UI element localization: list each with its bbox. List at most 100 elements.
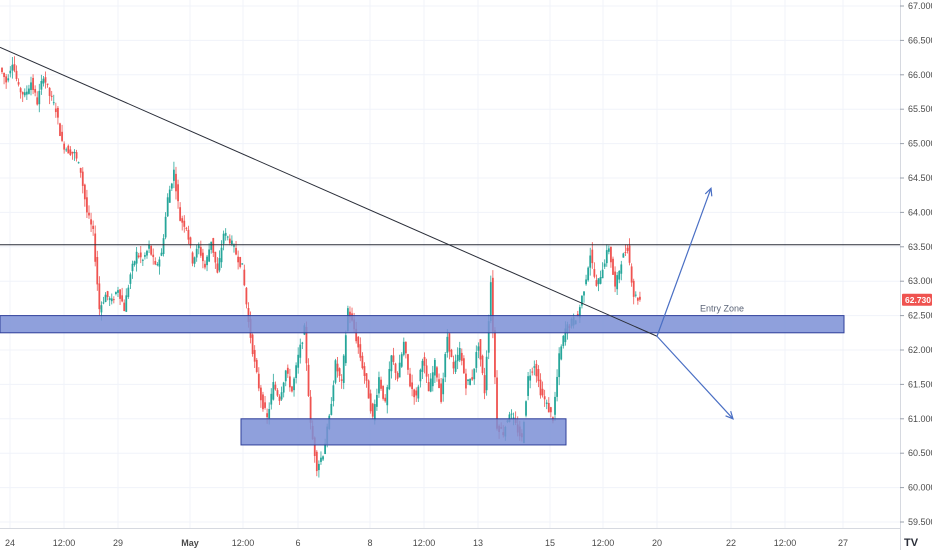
candle-body [533, 366, 536, 368]
candle-body [160, 252, 163, 256]
candle-body [28, 88, 30, 94]
candle-body [481, 355, 484, 374]
candle-body [183, 220, 186, 227]
candle-body [581, 295, 583, 306]
candle-body [75, 152, 78, 159]
candle-body [444, 354, 447, 378]
candle-body [156, 264, 159, 266]
candle-body [448, 333, 451, 352]
candle-body [591, 249, 594, 264]
candle-body [243, 269, 246, 286]
candle-body [554, 396, 556, 415]
candle-body [549, 407, 552, 413]
candle-body [152, 254, 155, 258]
candle-body [334, 360, 337, 383]
candle-body [46, 83, 49, 85]
candle-body [150, 245, 153, 255]
price-tick-label: 60.000 [908, 483, 932, 493]
candle-body [38, 90, 41, 105]
candle-body [616, 275, 619, 290]
time-tick-label: 8 [367, 538, 372, 548]
candle-body [440, 383, 442, 402]
candle-body [125, 295, 128, 312]
candle-body [332, 385, 335, 402]
candle-body [276, 390, 279, 396]
time-tick-label: 12:00 [774, 538, 797, 548]
candle-body [452, 361, 455, 369]
candle-body [214, 251, 217, 263]
candle-body [280, 392, 283, 400]
candle-body [208, 249, 211, 262]
candle-body [317, 463, 320, 471]
candle-body [413, 389, 416, 398]
support-zone-rect [240, 418, 567, 446]
candle-body [73, 151, 76, 154]
projection-down-arrow-shaft [656, 335, 734, 420]
candle-body [119, 289, 121, 299]
candle-body [32, 77, 34, 91]
candle-body [9, 70, 12, 74]
candle-body [429, 378, 432, 392]
entry-zone-rect [0, 315, 845, 334]
time-tick-label: 27 [838, 538, 848, 548]
candle-body [382, 385, 385, 399]
candle-body [527, 376, 529, 396]
candle-body [286, 367, 289, 374]
candle-body [324, 443, 327, 455]
candle-body [11, 64, 14, 71]
candle-body [96, 257, 99, 285]
candle-body [164, 216, 167, 238]
candle-body [63, 143, 66, 150]
candle-body [467, 379, 469, 382]
candle-body [166, 197, 169, 217]
candle-body [158, 259, 161, 267]
candle-body [262, 394, 264, 410]
time-tick-label: 12:00 [232, 538, 255, 548]
candle-body [576, 313, 579, 316]
price-tick-label: 66.000 [908, 70, 932, 80]
candle-body [357, 336, 360, 348]
candle-body [419, 369, 422, 382]
candle-body [253, 349, 256, 362]
candle-body [614, 271, 616, 287]
candle-body [400, 354, 403, 367]
candle-body [170, 183, 173, 189]
candle-body [361, 355, 364, 369]
price-axis: 67.000 66.500 66.000 65.500 65.000 64.500 64.0… [900, 0, 932, 550]
candle-body [471, 377, 474, 380]
candle-body [508, 414, 511, 422]
price-tick-label: 66.500 [908, 35, 932, 45]
candle-body [7, 78, 10, 81]
candle-body [71, 151, 74, 154]
candle-body [257, 373, 260, 389]
candle-body [558, 353, 561, 378]
candle-body [601, 269, 604, 279]
candle-body [375, 395, 378, 407]
candle-body [487, 321, 490, 353]
time-tick-label: 13 [473, 538, 483, 548]
candle-body [284, 370, 287, 382]
candle-body [173, 169, 175, 181]
candle-body [21, 92, 24, 95]
candle-body [30, 82, 32, 91]
time-tick-label: 29 [113, 538, 123, 548]
time-tick-label: 12:00 [53, 538, 76, 548]
candle-body [433, 359, 436, 376]
candle-body [293, 378, 295, 391]
candle-body [121, 295, 124, 302]
candle-body [108, 298, 111, 300]
candle-body [446, 336, 449, 353]
candle-body [342, 355, 345, 383]
candle-body [485, 356, 488, 391]
candle-body [479, 339, 482, 360]
candle-body [510, 413, 513, 415]
candle-body [239, 256, 242, 267]
candle-body [90, 219, 92, 225]
price-tick-label: 64.500 [908, 173, 932, 183]
candle-body [268, 409, 271, 419]
candle-body [473, 368, 476, 380]
candle-body [465, 373, 467, 389]
candle-body [340, 379, 343, 381]
candle-body [529, 375, 532, 381]
